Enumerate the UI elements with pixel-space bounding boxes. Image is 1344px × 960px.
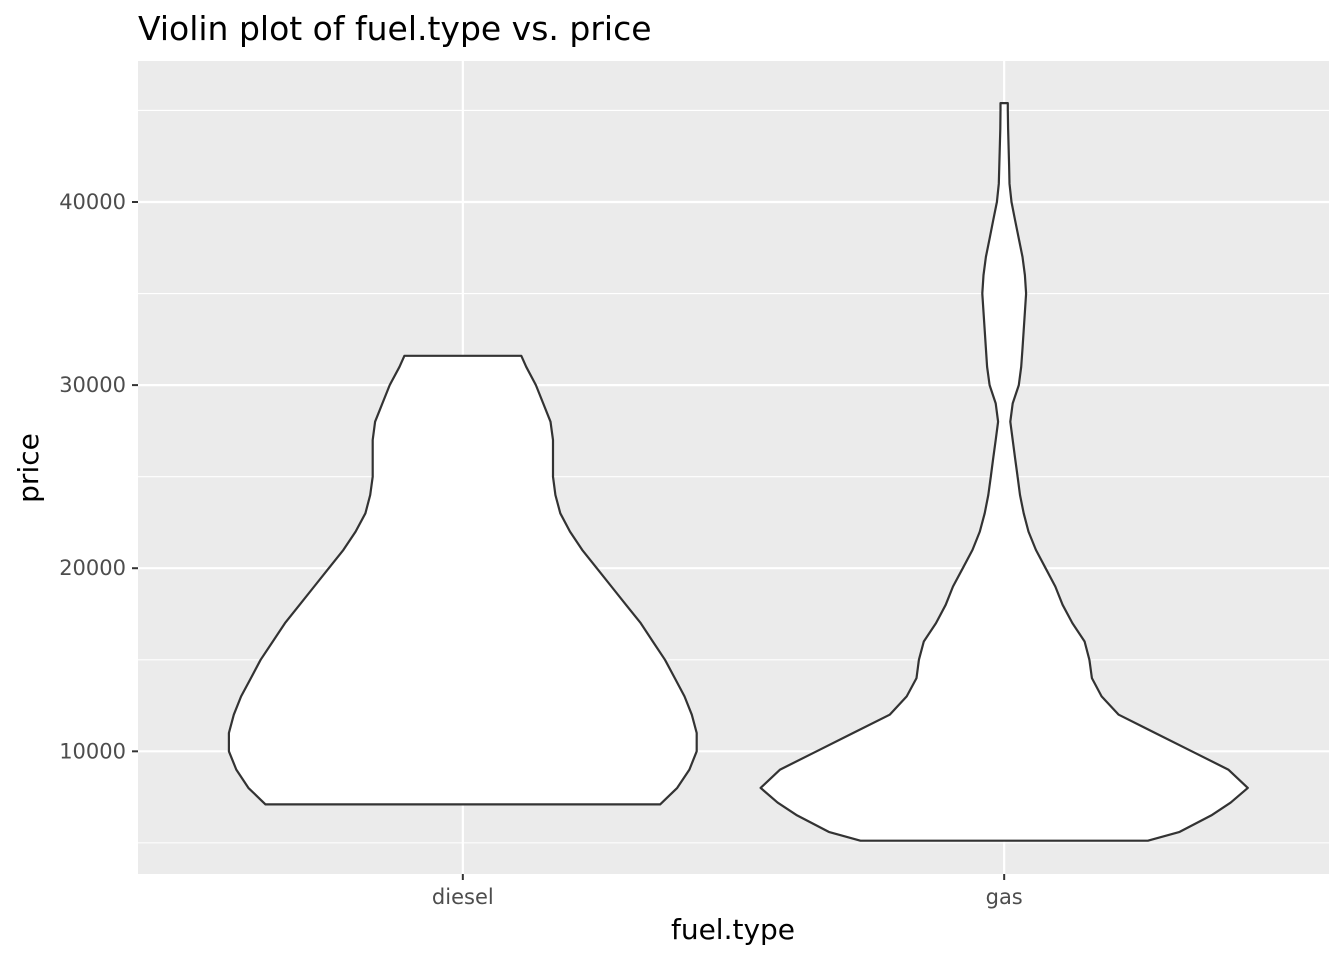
y-tick-label: 30000: [59, 373, 126, 397]
y-tick-label: 20000: [59, 556, 126, 580]
chart-title: Violin plot of fuel.type vs. price: [138, 9, 652, 48]
x-tick-label: diesel: [432, 885, 494, 909]
y-axis: 10000 20000 30000 40000: [59, 190, 138, 763]
x-axis: diesel gas: [432, 874, 1023, 909]
y-tick-label: 40000: [59, 190, 126, 214]
x-tick-label: gas: [986, 885, 1023, 909]
violin-gas: [759, 102, 1249, 842]
y-axis-title: price: [12, 433, 45, 503]
violin-diesel: [227, 354, 698, 806]
y-tick-label: 10000: [59, 739, 126, 763]
violins: [227, 102, 1249, 842]
x-axis-title: fuel.type: [671, 913, 795, 946]
